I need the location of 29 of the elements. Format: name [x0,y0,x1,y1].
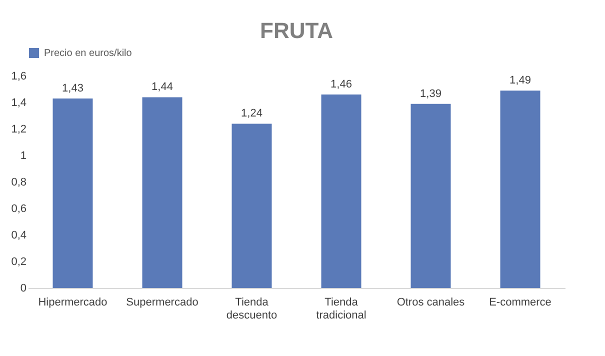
bar [321,94,362,288]
x-tick-label: E-commerce [489,296,552,308]
y-tick-label: 0 [20,282,26,294]
y-tick-label: 1,6 [11,70,26,82]
bar [142,97,182,288]
y-tick-label: 1,2 [11,124,26,136]
y-tick-label: 0,2 [11,256,26,268]
y-tick-label: 0,4 [11,230,26,242]
data-label: 1,44 [152,81,173,94]
bar [410,104,451,288]
x-tick-label: Tienda descuento [226,296,278,322]
y-tick-label: 1,4 [11,97,26,109]
bar [500,90,540,288]
y-tick-label: 0,8 [11,176,26,188]
data-label: 1,39 [420,88,442,100]
data-label: 1,49 [510,74,531,87]
legend-label: Precio en euros/kilo [44,48,132,59]
y-tick-label: 0,6 [11,203,26,215]
bar [52,98,93,288]
x-tick-label: Otros canales [396,296,466,308]
bar [232,124,272,288]
x-tick-label: Supermercado [126,296,198,308]
data-label: 1,46 [330,78,352,91]
y-tick-label: 1 [20,150,26,162]
data-label: 1,24 [241,108,262,120]
data-label: 1,43 [62,82,84,95]
x-tick-label: Tienda tradicional [316,296,366,322]
x-tick-label: Hipermercado [38,296,108,308]
chart-title: FRUTA [260,18,334,43]
